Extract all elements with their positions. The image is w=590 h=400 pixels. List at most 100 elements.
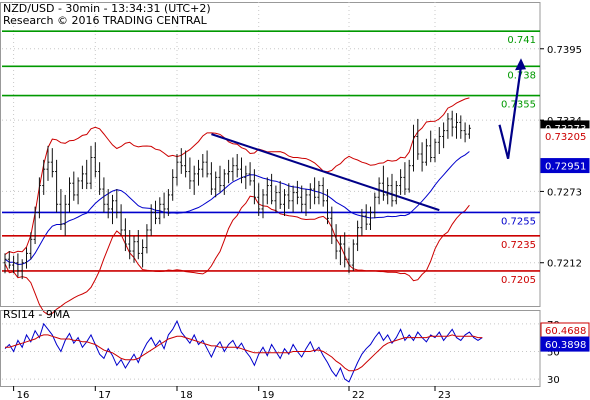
price-bar [175,154,179,186]
price-bar [222,169,226,195]
price-bar [46,145,50,181]
price-bar [321,177,325,207]
price-bar [386,177,390,205]
price-pane: 0.73950.73340.72730.72120.7410.7380.7355… [0,2,590,316]
price-bar [184,150,188,178]
price-bar [308,183,312,209]
date-label: 18 [180,390,193,400]
price-bar [42,159,46,195]
price-bar [136,230,140,260]
price-bar [390,173,394,207]
projection-arrowhead [515,58,526,71]
price-pane-frame [0,2,541,307]
price-bar [93,142,97,178]
rsi-ma-value-tag: 60.4688 [545,326,586,337]
price-axis-label: 0.7395 [547,45,582,56]
price-bar [25,247,28,269]
price-bar [3,253,7,274]
price-bar [68,177,71,213]
ma-value-tag: 0.72951 [545,162,586,173]
rsi-line [4,319,483,383]
price-bar [313,177,317,205]
bollinger-lower-band [4,195,470,316]
price-bar [295,180,299,205]
price-bar [244,165,248,190]
price-bar [218,165,222,193]
price-bar [154,200,157,225]
moving-average-line [4,151,470,266]
price-bar [261,189,265,219]
price-bar [205,150,209,178]
price-bar [12,255,16,274]
band-value-tag-box [540,128,590,144]
price-bar [399,169,403,195]
bollinger-upper-band [4,97,470,256]
x-axis: 16 17 18 19 22 23 [13,386,451,400]
price-bar [20,259,24,280]
chart-copyright: Research © 2016 TRADING CENTRAL [3,14,208,27]
band-value-tag: 0.73205 [545,132,586,143]
price-bar [141,239,145,268]
price-bar [304,189,308,216]
price-bar [166,189,170,216]
price-bar [351,239,355,271]
price-bar [463,122,467,143]
price-bar [162,192,166,219]
price-bar [72,171,76,201]
price-bar [287,183,291,209]
level-label: 0.7355 [501,100,536,111]
price-bar [132,235,136,263]
price-bar [119,204,123,236]
price-bar [59,189,63,230]
price-bar [102,177,106,213]
price-bar [433,138,437,163]
level-label: 0.741 [507,35,536,46]
date-label: 23 [438,390,451,400]
price-bar [197,159,200,186]
price-bar [257,183,261,216]
price-bar [33,206,37,245]
rsi-pane-frame [0,310,541,387]
price-bar [373,192,377,219]
price-bar [330,206,334,245]
price-bar [115,189,119,219]
level-label: 0.7255 [501,216,536,227]
price-bar [326,189,329,225]
price-bar [283,189,286,216]
price-bar [360,208,364,236]
price-bar [111,194,114,225]
price-bar [171,169,175,201]
price-bar [55,159,59,213]
rsi-ma-line [5,334,483,372]
date-label: 17 [98,390,111,400]
price-bar [149,204,153,236]
price-bar [343,232,347,268]
price-bar [231,157,235,181]
price-bar [235,154,239,178]
price-bar [98,162,102,195]
price-bar [89,145,93,190]
price-bar [252,169,256,205]
price-bar [412,124,415,172]
ma-value-tag-box [540,158,590,174]
date-label: 16 [17,390,30,400]
price-bar [364,204,368,230]
projection-path [498,66,523,159]
price-bar [240,157,243,184]
price-bar [369,206,372,230]
price-bar [338,235,342,266]
price-bar [403,162,407,195]
price-bar [76,177,80,205]
rsi-axis-label: 50 [547,347,560,358]
chart-title: NZD/USD - 30min - 13:34:31 (UTC+2) [3,2,211,15]
price-bar [317,180,321,205]
price-bar [227,159,231,184]
price-bar [270,173,274,205]
rsi-axis-label: 30 [547,375,560,386]
level-label: 0.738 [507,70,536,81]
price-bar [334,224,338,260]
rsi-value-tag: 60.3898 [545,340,586,351]
